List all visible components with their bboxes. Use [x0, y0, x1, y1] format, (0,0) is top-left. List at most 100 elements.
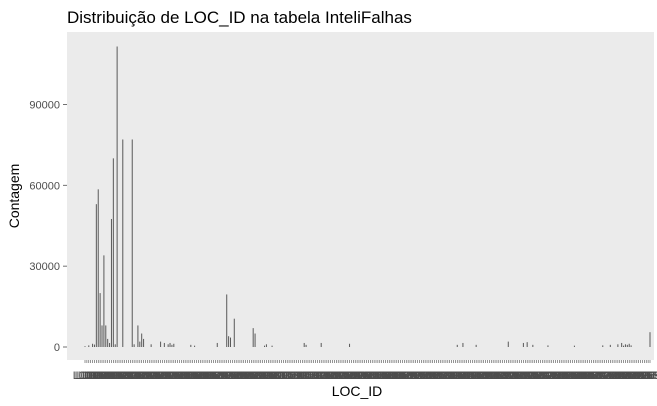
bar: [93, 344, 95, 347]
bar: [92, 343, 94, 347]
bar: [122, 139, 124, 347]
bar: [84, 346, 86, 347]
bar: [143, 338, 145, 347]
x-tick-label: L119: [296, 370, 320, 382]
x-tick-label: L147: [349, 370, 373, 382]
bar: [624, 344, 626, 347]
x-tick-label: L249: [541, 370, 565, 382]
x-tick-label: L099: [258, 370, 282, 382]
x-tick-label: L109: [277, 370, 301, 382]
bar: [532, 344, 534, 347]
bar: [621, 342, 623, 347]
x-tick-label: L039: [145, 370, 169, 382]
x-tick-label: L251: [545, 370, 569, 382]
x-tick-label: L095: [250, 370, 274, 382]
x-tick-label: L155: [364, 370, 388, 382]
bar: [602, 345, 604, 347]
x-tick-label: L233: [511, 370, 535, 382]
x-tick-label: L088: [237, 370, 261, 382]
bar: [628, 343, 630, 347]
x-tick-label: L280: [600, 370, 624, 382]
x-tick-label: L197: [443, 370, 467, 382]
x-tick-label: L258: [558, 370, 582, 382]
x-tick-label: L015: [99, 370, 123, 382]
x-tick-label: L217: [481, 370, 505, 382]
bar: [271, 345, 273, 347]
x-tick-label: L292: [623, 370, 647, 382]
x-tick-label: L001: [73, 370, 97, 382]
x-tick-label: L177: [405, 370, 429, 382]
x-tick-label: L108: [275, 370, 299, 382]
x-tick-label: L262: [566, 370, 590, 382]
x-tick-label: L204: [456, 370, 480, 382]
x-tick-label: L174: [400, 370, 424, 382]
bar: [226, 294, 228, 347]
x-tick-label: L020: [109, 370, 133, 382]
bar: [112, 158, 114, 347]
x-tick-label: L273: [587, 370, 611, 382]
x-tick-label: L260: [562, 370, 586, 382]
bar: [194, 345, 196, 347]
x-tick-label: L209: [466, 370, 490, 382]
bar: [522, 342, 524, 347]
x-tick-label: L239: [522, 370, 546, 382]
x-tick-label: L021: [111, 370, 135, 382]
x-tick-label: L017: [103, 370, 127, 382]
x-tick-label: L261: [564, 370, 588, 382]
bar: [163, 342, 165, 347]
x-tick-label: L011: [92, 370, 116, 382]
x-tick-label: L222: [490, 370, 514, 382]
x-tick-label: L079: [220, 370, 244, 382]
x-tick-label: L156: [366, 370, 390, 382]
x-tick-label: L163: [379, 370, 403, 382]
x-tick-label: L208: [464, 370, 488, 382]
x-tick-label: L135: [326, 370, 350, 382]
x-tick-label: L056: [177, 370, 201, 382]
x-tick-label: L288: [615, 370, 639, 382]
bar: [254, 333, 256, 347]
x-tick-label: L043: [152, 370, 176, 382]
x-tick-label: L213: [473, 370, 497, 382]
x-tick-label: L190: [430, 370, 454, 382]
x-tick-label: L051: [167, 370, 191, 382]
x-tick-label: L106: [271, 370, 295, 382]
bar: [109, 342, 111, 347]
x-tick-label: L237: [519, 370, 543, 382]
x-tick-label: L183: [417, 370, 441, 382]
x-tick-label: L009: [88, 370, 112, 382]
x-tick-label: L007: [84, 370, 108, 382]
x-tick-label: L255: [553, 370, 577, 382]
x-tick-label: L116: [290, 370, 314, 382]
x-tick-label: L111: [281, 370, 304, 382]
x-tick-label: L049: [163, 370, 187, 382]
bar: [131, 139, 133, 347]
x-tick-label: L282: [604, 370, 628, 382]
x-tick-label: L203: [454, 370, 478, 382]
x-tick-label: L287: [613, 370, 637, 382]
x-tick-label: L036: [139, 370, 163, 382]
x-tick-label: L016: [101, 370, 125, 382]
x-tick-label: L264: [570, 370, 594, 382]
x-tick-label: L225: [496, 370, 520, 382]
x-tick-label: L090: [241, 370, 265, 382]
x-tick-label: L212: [471, 370, 495, 382]
x-tick-label: L276: [592, 370, 616, 382]
bar: [320, 342, 322, 347]
x-tick-label: L058: [180, 370, 204, 382]
bars-group: [84, 46, 651, 347]
x-tick-label: L144: [343, 370, 367, 382]
x-tick-label: L107: [273, 370, 297, 382]
x-tick-label: L123: [303, 370, 327, 382]
bar: [456, 344, 458, 347]
x-tick-label: L030: [128, 370, 152, 382]
x-tick-label: L014: [97, 370, 121, 382]
bar: [230, 337, 231, 347]
x-tick-label: L127: [311, 370, 335, 382]
x-tick-label: L002: [75, 370, 99, 382]
bar: [475, 344, 477, 347]
bar: [649, 332, 651, 347]
bar: [114, 344, 116, 347]
x-tick-label: L179: [409, 370, 433, 382]
y-axis-label: Contagem: [6, 164, 22, 229]
